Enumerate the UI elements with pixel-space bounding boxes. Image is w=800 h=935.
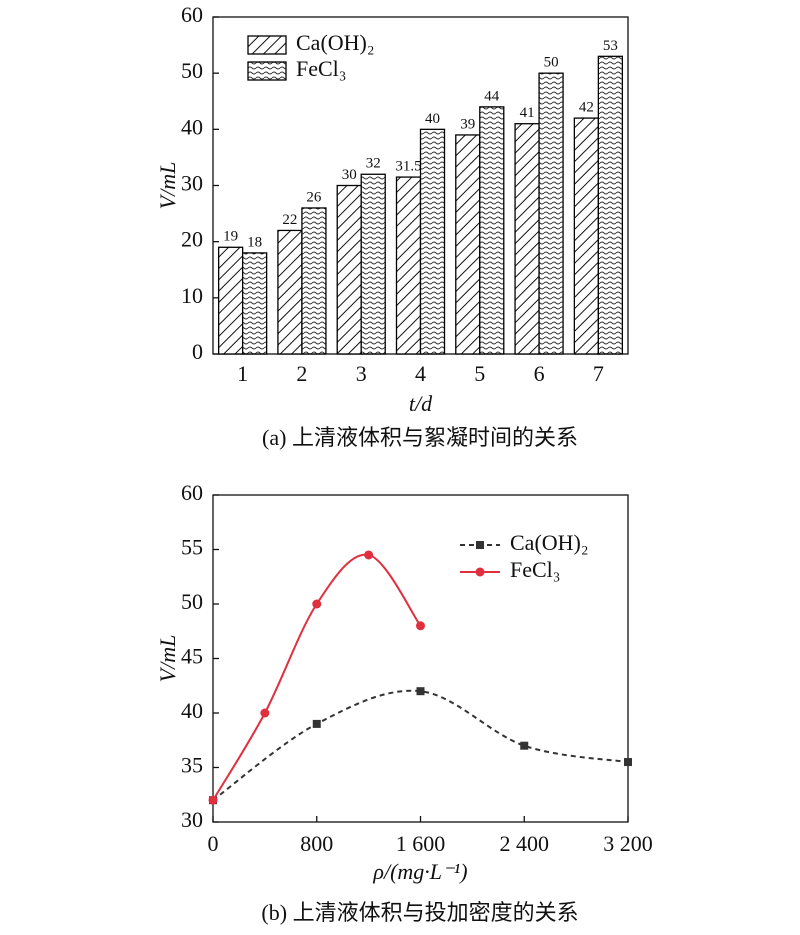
series-line [212, 689, 629, 802]
value-label: 44 [484, 88, 500, 104]
legend-swatch [247, 61, 287, 81]
bar [573, 117, 600, 355]
bar [217, 246, 244, 355]
y-tick-label: 60 [181, 2, 203, 27]
y-tick-label: 40 [181, 698, 203, 723]
y-tick-label: 50 [181, 58, 203, 83]
value-label: 50 [544, 55, 559, 71]
marker [520, 741, 529, 750]
bar [597, 55, 624, 355]
legend-swatch [247, 35, 287, 55]
bar [419, 128, 446, 355]
value-label: 41 [520, 105, 535, 121]
value-label: 31.5 [395, 159, 421, 175]
value-label: 18 [247, 234, 262, 250]
caption: (a) 上清液体积与絮凝时间的关系 [262, 425, 578, 450]
bar [277, 229, 303, 355]
bar [395, 176, 422, 355]
bar [479, 106, 505, 355]
x-tick-label: 6 [534, 361, 545, 386]
y-tick-label: 45 [181, 644, 203, 669]
x-tick-label: 2 [296, 361, 307, 386]
marker [416, 621, 425, 631]
value-label: 39 [460, 116, 475, 132]
y-tick-label: 40 [181, 114, 203, 139]
y-tick-label: 50 [181, 589, 203, 614]
y-tick-label: 30 [181, 807, 203, 832]
x-tick-label: 2 400 [500, 831, 550, 856]
marker [364, 550, 374, 560]
marker [208, 795, 218, 805]
x-tick-label: 1 600 [396, 831, 446, 856]
bar [538, 72, 564, 355]
x-tick-label: 3 [356, 361, 367, 386]
series-line [212, 553, 422, 801]
bar [336, 184, 362, 355]
marker [476, 541, 484, 549]
x-tick-label: 7 [593, 361, 604, 386]
x-tick-label: 5 [474, 361, 485, 386]
x-tick-label: 4 [415, 361, 426, 386]
value-label: 22 [282, 212, 297, 228]
marker [312, 599, 322, 609]
value-label: 32 [366, 156, 381, 172]
bar [301, 207, 327, 355]
y-tick-label: 35 [181, 753, 203, 778]
y-tick-label: 30 [181, 171, 203, 196]
legend-label: Ca(OH)₂ [296, 30, 375, 55]
x-tick-label: 0 [208, 831, 219, 856]
y-tick-label: 20 [181, 227, 203, 252]
legend-label: Ca(OH)₂ [510, 530, 589, 555]
marker [475, 567, 485, 577]
value-label: 26 [306, 189, 322, 205]
bar [514, 123, 540, 355]
value-label: 42 [579, 100, 594, 116]
y-tick-label: 10 [181, 283, 203, 308]
y-axis-title: V/mL [155, 635, 180, 683]
marker [312, 719, 321, 728]
value-label: 53 [603, 38, 618, 54]
value-label: 19 [223, 229, 238, 245]
legend-label: FeCl₃ [296, 56, 346, 81]
value-label: 40 [425, 111, 440, 127]
y-axis-title: V/mL [155, 162, 180, 210]
x-axis-title: t/d [409, 391, 433, 416]
bar [455, 134, 481, 355]
bar [241, 252, 268, 355]
x-tick-label: 3 200 [603, 831, 653, 856]
value-label: 30 [342, 167, 357, 183]
x-tick-label: 800 [300, 831, 333, 856]
legend-label: FeCl₃ [510, 557, 560, 582]
bar [360, 173, 386, 355]
marker [416, 687, 425, 696]
x-axis-title: ρ/(mg·L⁻¹) [372, 859, 467, 884]
marker [624, 758, 632, 767]
y-tick-label: 0 [192, 339, 203, 364]
y-tick-label: 55 [181, 535, 203, 560]
marker [260, 708, 270, 718]
y-tick-label: 60 [181, 480, 203, 505]
x-tick-label: 1 [237, 361, 248, 386]
caption: (b) 上清液体积与投加密度的关系 [261, 900, 578, 925]
